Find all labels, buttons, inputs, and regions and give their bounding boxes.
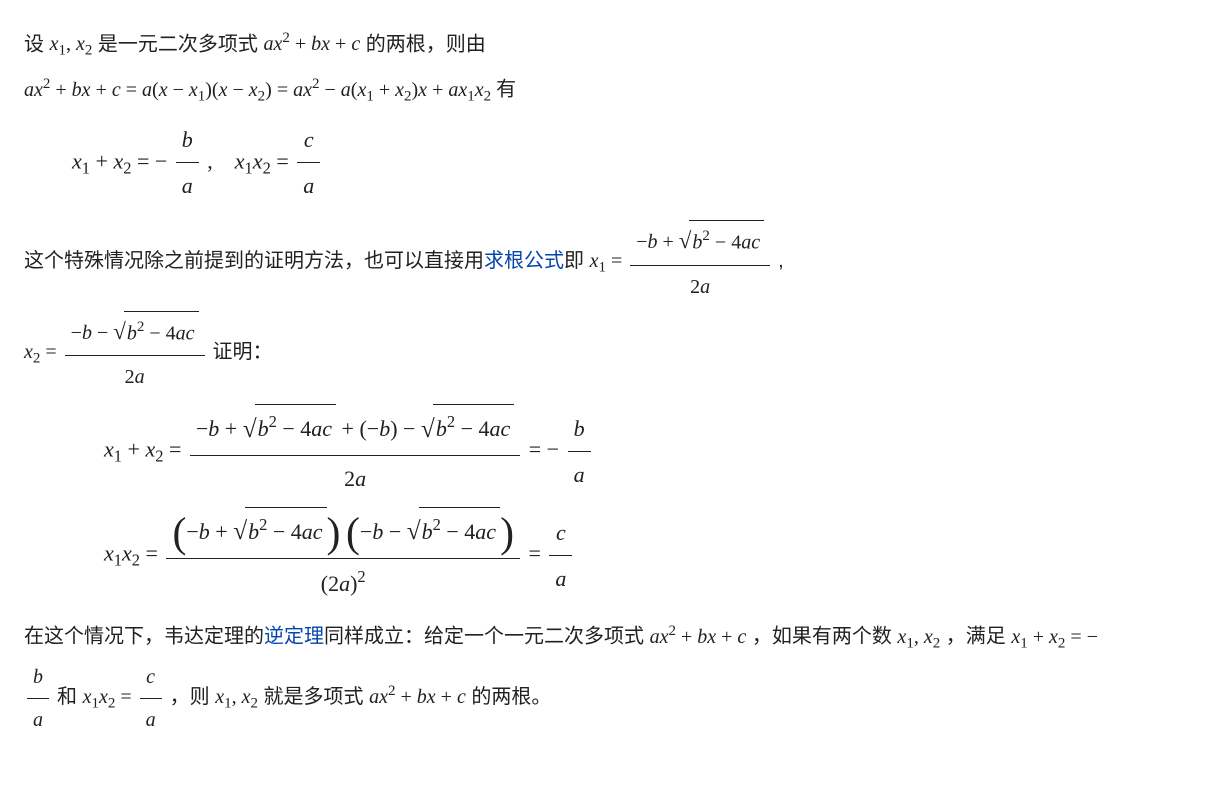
link-inverse-theorem[interactable]: 逆定理 xyxy=(264,626,324,648)
text: ，则 xyxy=(170,686,216,708)
text: 证明： xyxy=(213,341,273,363)
text: 就是多项式 xyxy=(264,686,370,708)
text: 的两根。 xyxy=(471,686,551,708)
text: 同样成立：给定一个一元二次多项式 xyxy=(324,626,650,648)
text: 设 xyxy=(24,33,50,55)
text: 即 xyxy=(564,250,590,272)
paragraph-4: 在这个情况下，韦达定理的逆定理同样成立：给定一个一元二次多项式 ax2 + bx… xyxy=(24,616,1124,738)
link-quadratic-formula[interactable]: 求根公式 xyxy=(484,250,564,272)
paragraph-2: ax2 + bx + c = a(x − x1)(x − x2) = ax2 −… xyxy=(24,69,1124,110)
text: 是一元二次多项式 xyxy=(98,33,264,55)
text: ，满足 xyxy=(946,626,1012,648)
display-equation-1: x1 + x2 = − ba , x1x2 = ca xyxy=(24,119,1124,208)
eq-line-product: x1x2 = (−b + √b2 − 4ac) (−b − √b2 − 4ac)… xyxy=(104,507,575,604)
text: 和 xyxy=(57,686,83,708)
eq-line-sum: x1 + x2 = −b + √b2 − 4ac + (−b) − √b2 − … xyxy=(104,404,594,499)
paragraph-3b: x2 = −b − √b2 − 4ac 2a 证明： xyxy=(24,310,1124,397)
text: 有 xyxy=(496,79,516,101)
text: , xyxy=(778,250,784,272)
display-equation-2: x1 + x2 = −b + √b2 − 4ac + (−b) − √b2 − … xyxy=(24,404,1124,604)
paragraph-3: 这个特殊情况除之前提到的证明方法，也可以直接用求根公式即 x1 = −b + √… xyxy=(24,219,1124,306)
paragraph-1: 设 x1, x2 是一元二次多项式 ax2 + bx + c 的两根，则由 xyxy=(24,24,1124,65)
text: 这个特殊情况除之前提到的证明方法，也可以直接用 xyxy=(24,250,484,272)
text: ，如果有两个数 xyxy=(752,626,898,648)
text: 的两根，则由 xyxy=(366,33,486,55)
article-body: 设 x1, x2 是一元二次多项式 ax2 + bx + c 的两根，则由 ax… xyxy=(24,24,1124,739)
text: 在这个情况下，韦达定理的 xyxy=(24,626,264,648)
